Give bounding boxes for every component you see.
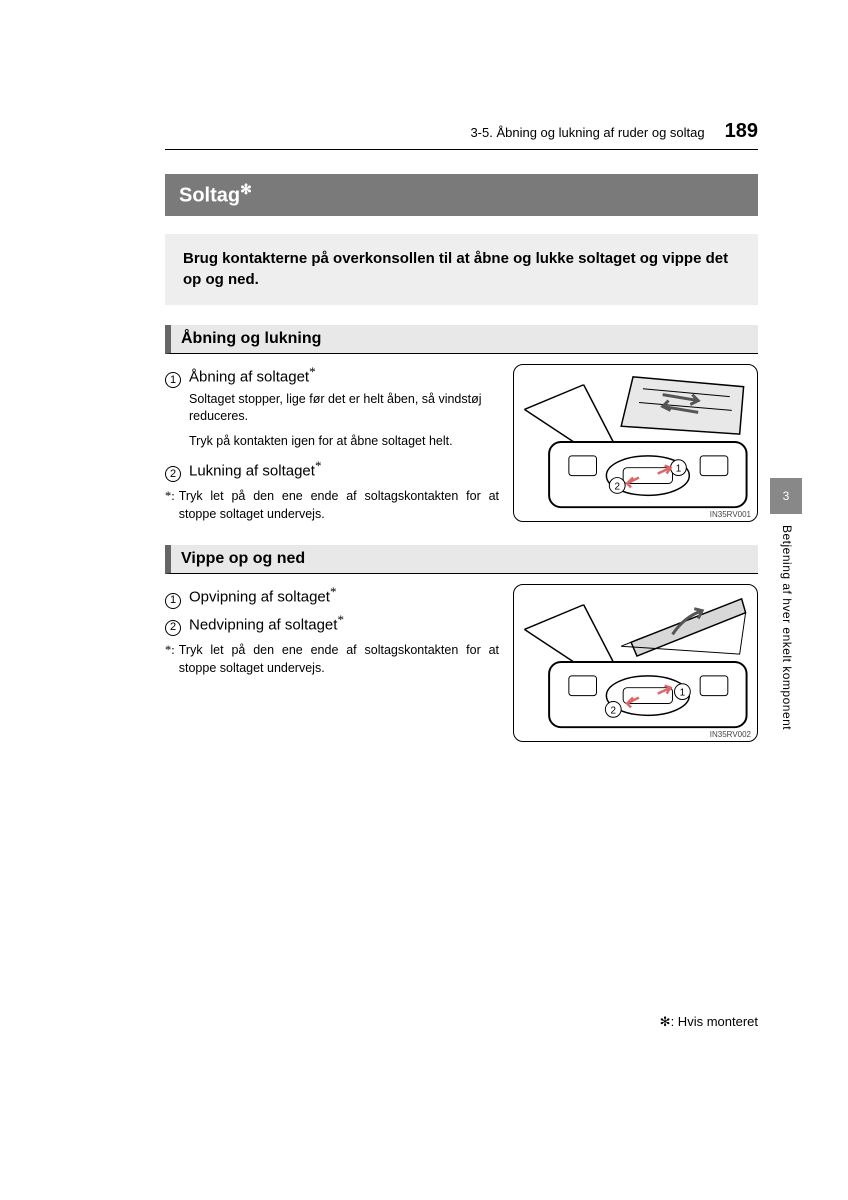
illustration-tilt: 1 2 IN35RV002 <box>513 584 758 742</box>
figure-id: IN35RV002 <box>710 730 751 739</box>
item-asterisk: * <box>309 364 316 379</box>
item-label: Nedvipning af soltaget <box>189 616 337 633</box>
item-asterisk: * <box>330 584 337 599</box>
svg-text:2: 2 <box>611 706 616 717</box>
step-number-icon: 2 <box>165 466 181 482</box>
intro-text: Brug kontakterne på overkonsollen til at… <box>165 234 758 306</box>
step-number-icon: 2 <box>165 620 181 636</box>
subheading-open-close: Åbning og lukning <box>165 325 758 354</box>
section-reference: 3-5. Åbning og lukning af ruder og solta… <box>470 125 704 140</box>
item-label: Opvipning af soltaget <box>189 589 330 606</box>
page-footnote: ✻: Hvis monteret <box>660 1014 758 1030</box>
item-label: Åbning af soltaget <box>189 369 309 386</box>
page-number: 189 <box>725 120 758 143</box>
subheading-tilt: Vippe op og ned <box>165 545 758 574</box>
footnote-marker: ✻ <box>660 1014 671 1029</box>
chapter-tab: 3 <box>770 478 802 514</box>
page-title-bar: Soltag✻ <box>165 174 758 216</box>
footnote-text: : Hvis monteret <box>671 1014 758 1029</box>
item-description: Soltaget stopper, lige før det er helt å… <box>189 391 499 425</box>
page-header: 3-5. Åbning og lukning af ruder og solta… <box>165 120 758 150</box>
section2-content: 1 Opvipning af soltaget* 2 Nedvipning af… <box>165 584 758 742</box>
sunroof-diagram-icon: 1 2 <box>514 365 757 521</box>
step-number-icon: 1 <box>165 593 181 609</box>
item-asterisk: * <box>315 458 322 473</box>
note-marker: *: <box>165 641 175 677</box>
footnote-row: *: Tryk let på den ene ende af soltagsko… <box>165 641 499 677</box>
chapter-number: 3 <box>783 489 790 503</box>
title-asterisk: ✻ <box>240 183 252 198</box>
figure-id: IN35RV001 <box>710 510 751 519</box>
svg-text:1: 1 <box>676 464 681 475</box>
step-number-icon: 1 <box>165 372 181 388</box>
footnote-row: *: Tryk let på den ene ende af soltagsko… <box>165 487 499 523</box>
page-title: Soltag <box>179 185 240 207</box>
list-item: 1 Åbning af soltaget* <box>165 364 499 387</box>
item-asterisk: * <box>337 612 344 627</box>
note-text: Tryk let på den ene ende af soltagskonta… <box>179 641 499 677</box>
note-marker: *: <box>165 487 175 523</box>
item-label: Lukning af soltaget <box>189 463 315 480</box>
list-item: 1 Opvipning af soltaget* <box>165 584 499 607</box>
section1-content: 1 Åbning af soltaget* Soltaget stopper, … <box>165 364 758 523</box>
note-text: Tryk let på den ene ende af soltagskonta… <box>179 487 499 523</box>
svg-text:2: 2 <box>614 482 619 493</box>
illustration-open-close: 1 2 IN35RV001 <box>513 364 758 522</box>
chapter-label: Betjening af hver enkelt komponent <box>780 525 794 730</box>
list-item: 2 Nedvipning af soltaget* <box>165 612 499 635</box>
item-description: Tryk på kontakten igen for at åbne solta… <box>189 433 499 450</box>
svg-text:1: 1 <box>680 688 685 699</box>
sunroof-tilt-diagram-icon: 1 2 <box>514 585 757 741</box>
list-item: 2 Lukning af soltaget* <box>165 458 499 481</box>
